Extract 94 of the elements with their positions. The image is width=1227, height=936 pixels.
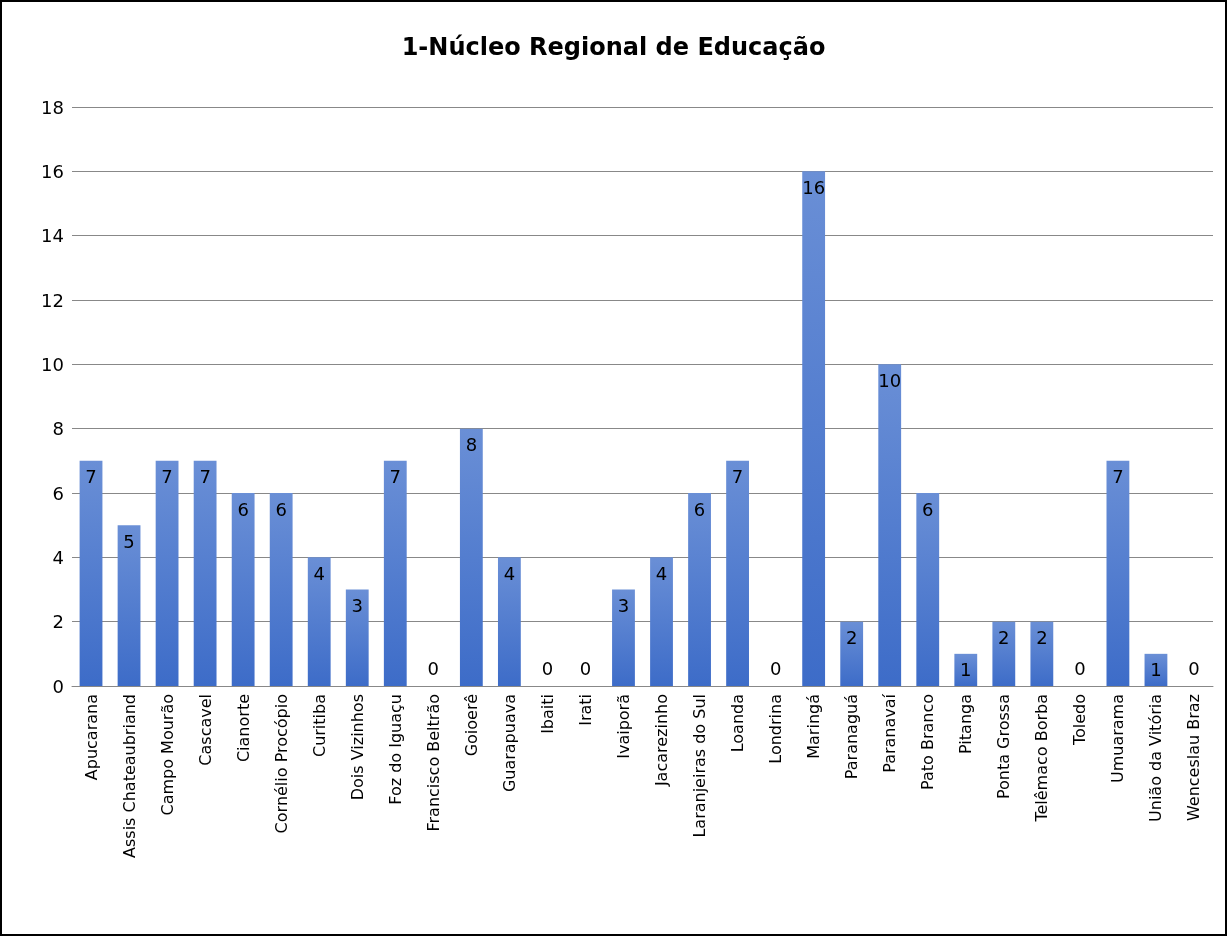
bar: [612, 589, 635, 686]
bar: [954, 653, 978, 686]
x-tick-label: Wenceslau Braz: [1184, 694, 1204, 822]
x-tick-label: Paranaguá: [842, 694, 862, 780]
bar: [345, 589, 369, 686]
x-tick-label: Irati: [575, 694, 595, 726]
x-tick-label: Jacarezinho: [652, 694, 672, 788]
x-tick-label: Telêmaco Borba: [1032, 694, 1052, 823]
y-tick-label: 12: [41, 289, 64, 311]
x-tick-label: União da Vitória: [1146, 694, 1166, 822]
bar: [878, 364, 902, 686]
data-label: 10: [878, 369, 902, 391]
data-label: 2: [845, 627, 858, 649]
data-label: 3: [351, 595, 363, 616]
x-tick-label: Goioerê: [461, 694, 481, 757]
y-tick-label: 10: [41, 353, 64, 375]
data-label: 1: [1150, 659, 1162, 681]
x-tick-label: Pitanga: [956, 694, 976, 754]
data-label: 8: [465, 434, 478, 456]
data-label: 0: [769, 657, 782, 679]
bar: [155, 460, 179, 686]
data-label: 0: [579, 657, 592, 679]
x-tick-label: Assis Chateaubriand: [119, 694, 139, 858]
x-tick-label: Campo Mourão: [157, 694, 177, 816]
data-label: 6: [237, 498, 249, 520]
bar: [497, 557, 521, 686]
x-tick-label: Maringá: [804, 694, 824, 759]
x-tick-label: Dois Vizinhos: [347, 694, 367, 801]
data-label: 5: [123, 530, 135, 552]
bar: [840, 621, 864, 686]
data-label: 4: [655, 562, 668, 584]
data-label: 7: [1112, 466, 1124, 488]
y-tick-label: 18: [41, 96, 64, 118]
data-label: 4: [503, 562, 516, 584]
bar: [193, 460, 217, 686]
data-label: 2: [998, 627, 1010, 649]
x-tick-label: Loanda: [728, 694, 748, 753]
data-label: 0: [1188, 657, 1200, 679]
data-label: 0: [1074, 657, 1086, 679]
data-label: 6: [693, 498, 706, 520]
bar: [269, 493, 293, 686]
bar: [1030, 621, 1054, 686]
x-tick-label: Toledo: [1070, 694, 1090, 747]
bar: [992, 621, 1016, 686]
bar: [79, 460, 103, 686]
x-tick-label: Ivaiporã: [613, 694, 633, 759]
x-tick-label: Cascavel: [195, 694, 215, 766]
x-tick-label: Francisco Beltrão: [423, 694, 443, 832]
bar: [726, 460, 749, 686]
data-label: 7: [389, 466, 402, 488]
bar: [802, 171, 826, 686]
data-label: 7: [731, 466, 744, 488]
x-tick-label: Laranjeiras do Sul: [690, 694, 710, 838]
data-label: 6: [275, 498, 287, 520]
bar: [459, 428, 483, 686]
bar: [916, 493, 940, 686]
chart-title: 1-Núcleo Regional de Educação: [401, 33, 826, 61]
data-label: 0: [427, 657, 440, 679]
data-label: 7: [161, 466, 173, 488]
data-label: 0: [541, 657, 554, 679]
bar: [383, 460, 407, 686]
bar: [1106, 460, 1130, 686]
bar: [307, 557, 331, 686]
data-label: 4: [313, 562, 325, 584]
x-tick-label: Londrina: [766, 694, 786, 764]
x-tick-label: Ibaiti: [537, 694, 557, 734]
data-label: 7: [199, 466, 211, 488]
x-tick-label: Umuarama: [1108, 694, 1128, 784]
x-tick-label: Pato Branco: [918, 694, 938, 790]
x-tick-label: Cornélio Procópio: [271, 694, 291, 834]
x-tick-label: Cianorte: [233, 694, 253, 763]
bar: [650, 557, 673, 686]
x-tick-label: Foz do Iguaçu: [385, 694, 405, 805]
bar: [231, 493, 255, 686]
x-tick-label: Guarapuava: [499, 694, 519, 793]
x-tick-label: Paranavaí: [880, 693, 900, 773]
y-tick-label: 2: [52, 611, 64, 633]
y-tick-label: 16: [41, 160, 64, 182]
data-label: 2: [1036, 627, 1048, 649]
x-tick-label: Ponta Grossa: [994, 694, 1014, 800]
data-label: 3: [617, 595, 630, 616]
data-label: 6: [922, 498, 934, 520]
data-label: 7: [85, 466, 97, 488]
x-tick-label: Curitiba: [309, 694, 329, 758]
y-tick-label: 14: [41, 225, 64, 247]
y-tick-label: 8: [52, 418, 64, 440]
data-label: 16: [802, 176, 826, 198]
bar: [688, 493, 711, 686]
y-tick-label: 4: [52, 546, 64, 568]
data-label: 1: [960, 659, 972, 681]
y-tick-label: 0: [52, 675, 64, 697]
x-tick-label: Apucarana: [81, 694, 101, 781]
y-tick-label: 6: [52, 482, 64, 504]
bar: [117, 525, 141, 686]
